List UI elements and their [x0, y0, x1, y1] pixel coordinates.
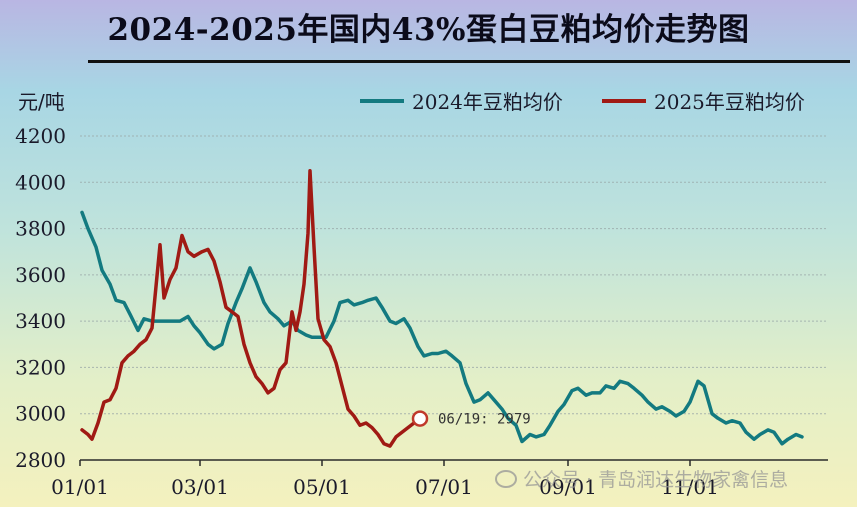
last-point-marker — [411, 410, 429, 427]
series-line-2024 — [80, 210, 804, 446]
watermark-text: 公众号 · 青岛润达生物家禽信息 — [523, 469, 789, 491]
x-tick-label: 07/01 — [415, 475, 473, 499]
y-tick-label: 3800 — [15, 217, 66, 241]
x-tick-label: 03/01 — [171, 475, 229, 499]
y-tick-label: 3400 — [15, 309, 66, 333]
y-tick-label: 2800 — [15, 448, 66, 472]
legend-item-2024: 2024年豆粕均价 — [360, 86, 563, 115]
y-axis-unit: 元/吨 — [18, 90, 65, 114]
chart-title: 2024-2025年国内43%蛋白豆粕均价走势图 — [107, 12, 750, 48]
y-tick-label: 3200 — [15, 355, 66, 379]
x-tick-label: 09/01 — [539, 475, 597, 499]
legend-label-2024: 2024年豆粕均价 — [412, 90, 563, 114]
y-tick-label: 3600 — [15, 263, 66, 287]
legend-swatch-2024 — [360, 98, 404, 103]
x-tick-label: 01/01 — [51, 475, 109, 499]
legend-item-2025: 2025年豆粕均价 — [602, 86, 805, 115]
series-line-2025 — [80, 168, 422, 448]
y-tick-label: 4000 — [15, 170, 66, 194]
x-tick-label: 11/01 — [661, 475, 719, 499]
legend-label-2025: 2025年豆粕均价 — [654, 90, 805, 114]
last-point-label: 06/19: 2979 — [438, 412, 531, 428]
y-tick-label: 4200 — [15, 124, 66, 148]
watermark: 公众号 · 青岛润达生物家禽信息 — [495, 465, 788, 492]
wechat-icon — [495, 469, 517, 488]
x-tick-label: 05/01 — [293, 475, 351, 499]
y-tick-label: 3000 — [15, 402, 66, 426]
legend-swatch-2025 — [602, 98, 646, 103]
title-underline — [88, 60, 850, 63]
